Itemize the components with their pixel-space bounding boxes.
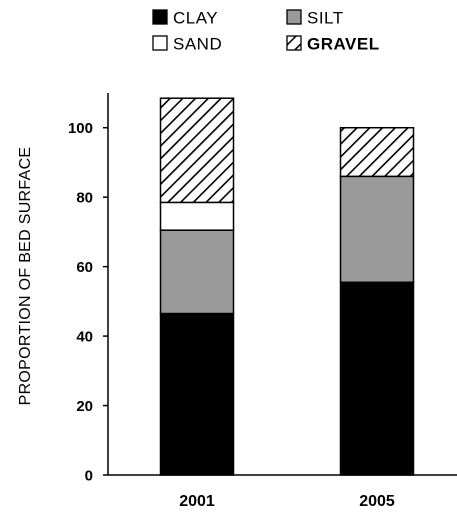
y-tick-label: 20 xyxy=(76,398,93,415)
legend-label-silt: SILT xyxy=(307,9,344,28)
x-ticks: 2001 2005 xyxy=(179,493,395,510)
legend-swatch-silt xyxy=(287,10,301,24)
y-ticks: 0 20 40 60 80 100 xyxy=(68,120,108,484)
bar-segment-sand-2001 xyxy=(161,202,234,230)
bar-segment-gravel-2005 xyxy=(341,128,414,177)
legend: CLAY SILT SAND GRAVEL xyxy=(153,9,380,54)
legend-label-sand: SAND xyxy=(173,35,222,54)
bar-segment-silt-2005 xyxy=(341,176,414,282)
y-tick-label: 40 xyxy=(76,329,93,346)
y-tick-label: 60 xyxy=(76,259,93,276)
legend-swatch-gravel xyxy=(287,36,301,50)
y-axis-title: PROPORTION OF BED SURFACE xyxy=(17,147,34,406)
bar-segment-clay-2005 xyxy=(341,282,414,475)
legend-swatch-sand xyxy=(153,36,167,50)
legend-swatch-clay xyxy=(153,10,167,24)
y-tick-label: 100 xyxy=(68,120,93,137)
x-tick-label: 2001 xyxy=(179,493,215,510)
bar-segment-silt-2001 xyxy=(161,230,234,313)
x-tick-label: 2005 xyxy=(359,493,395,510)
y-tick-label: 0 xyxy=(85,468,93,485)
legend-label-gravel: GRAVEL xyxy=(307,35,380,54)
bar-segment-gravel-2001 xyxy=(161,98,234,202)
legend-label-clay: CLAY xyxy=(173,9,218,28)
bars xyxy=(161,98,414,475)
y-tick-label: 80 xyxy=(76,190,93,207)
bar-segment-clay-2001 xyxy=(161,314,234,475)
